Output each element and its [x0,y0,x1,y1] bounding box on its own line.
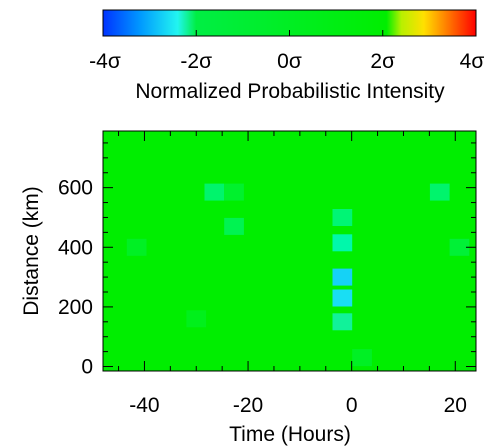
colorbar-tick-label: -2σ [180,50,212,73]
plot-background [103,131,476,371]
y-tick-label: 200 [58,296,93,319]
colorbar: -4σ -2σ 0σ 2σ 4σ Normalized Probabilistic In… [89,9,484,103]
colorbar-tick-label: 4σ [460,50,485,73]
x-axis-title: Time (Hours) [229,423,351,446]
heatmap-cell [224,217,244,235]
heatmap-cell [204,183,225,201]
y-tick-label: 0 [81,356,93,379]
heatmap-cell [352,349,372,367]
heatmap-cell [224,183,244,201]
colorbar-ticks: -4σ -2σ 0σ 2σ 4σ [89,30,484,73]
heatmap-cell [332,289,353,307]
heatmap-cell [186,310,207,328]
x-axis: -40 -20 0 20 [118,131,467,417]
colorbar-label: Normalized Probabilistic Intensity [135,80,445,103]
y-tick-label: 400 [58,236,93,259]
colorbar-tick-label: 0σ [277,50,302,73]
heatmap-cell [126,238,147,256]
x-tick-label: 0 [346,394,358,417]
heatmap-cell [332,340,353,358]
heatmap-cell [332,234,353,252]
heatmap-cell [449,238,470,256]
heatmap-cell [332,268,353,286]
heatmap-cell [449,313,470,331]
heatmap-cell [429,183,450,201]
plot-area: -40 -20 0 20 0 200 400 600 Time (Hours) Distan… [20,130,477,446]
heatmap-cell [332,209,353,226]
x-tick-label: -40 [129,394,159,417]
y-tick-label: 600 [58,177,93,200]
heatmap-cell [332,313,353,331]
colorbar-tick-label: -4σ [89,50,121,73]
x-tick-label: -20 [233,394,263,417]
y-axis: 0 200 400 600 [58,142,476,379]
colorbar-tick-label: 2σ [370,50,395,73]
x-tick-label: 20 [444,394,467,417]
heatmap-cells [126,183,470,367]
y-axis-title: Distance (km) [20,186,43,316]
plot-frame [102,130,477,372]
